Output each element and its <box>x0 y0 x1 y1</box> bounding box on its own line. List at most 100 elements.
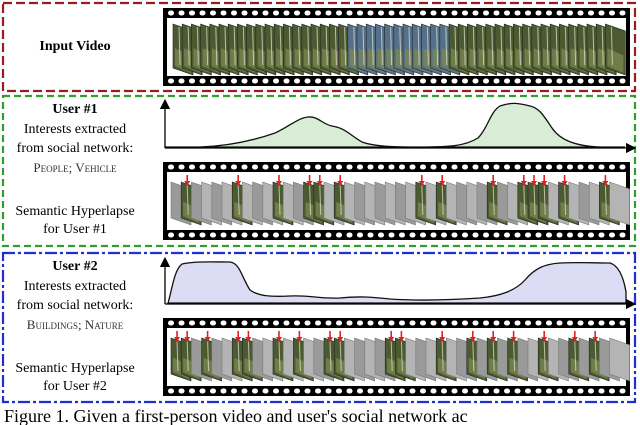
film-hole <box>441 164 447 170</box>
film-hole <box>325 10 332 16</box>
user2-curve-area <box>167 261 627 304</box>
frame-texture <box>186 184 189 216</box>
film-hole <box>262 320 269 326</box>
frame-texture <box>472 340 475 372</box>
film-hole <box>367 10 374 16</box>
film-hole <box>189 320 195 326</box>
film-hole <box>273 388 279 394</box>
frame-texture <box>492 184 495 216</box>
film-hole <box>514 232 521 238</box>
film-hole <box>294 78 300 84</box>
film-hole <box>388 232 395 238</box>
film-hole <box>294 10 300 16</box>
frame-texture <box>574 340 577 372</box>
frame-texture <box>242 26 245 66</box>
frame-texture <box>594 340 597 372</box>
film-hole <box>577 232 584 238</box>
film-hole <box>493 388 500 394</box>
frame-texture <box>509 26 512 66</box>
selection-arrow <box>235 331 242 342</box>
film-hole <box>420 164 426 170</box>
selection-arrow <box>316 175 323 186</box>
film-hole <box>525 10 531 16</box>
film-hole <box>199 232 206 238</box>
frame-texture <box>399 26 402 66</box>
film-hole <box>399 78 405 84</box>
frame-texture <box>604 184 607 216</box>
frame-texture <box>278 340 281 372</box>
frame-texture <box>270 26 273 66</box>
film-hole <box>609 164 615 170</box>
user2-result-line2: for User #2 <box>43 379 107 394</box>
film-hole <box>388 320 395 326</box>
film-hole <box>493 232 500 238</box>
film-hole <box>504 10 510 16</box>
film-hole <box>367 232 374 238</box>
film-hole <box>546 164 552 170</box>
frame-texture <box>441 184 444 216</box>
film-hole <box>273 164 279 170</box>
film-hole <box>241 320 248 326</box>
film-hole <box>273 78 279 84</box>
user1-interests-line2: from social network: <box>17 141 134 156</box>
frame-texture <box>329 340 332 372</box>
film-hole <box>588 320 594 326</box>
film-hole <box>252 164 258 170</box>
selection-arrow <box>398 331 405 342</box>
frame-texture <box>319 184 322 216</box>
frame-texture <box>574 26 577 66</box>
film-hole <box>598 10 605 16</box>
film-hole <box>346 320 353 326</box>
film-hole <box>178 320 185 326</box>
frame-texture <box>278 184 281 216</box>
film-hole <box>483 388 489 394</box>
film-hole <box>241 232 248 238</box>
frame-texture <box>472 26 475 66</box>
film-hole <box>336 320 342 326</box>
film-hole <box>273 10 279 16</box>
film-hole <box>283 320 290 326</box>
film-hole <box>262 232 269 238</box>
film-hole <box>294 388 300 394</box>
film-hole <box>189 78 195 84</box>
film-hole <box>535 388 542 394</box>
film-hole <box>504 388 510 394</box>
film-hole <box>546 10 552 16</box>
film-hole <box>472 78 479 84</box>
film-hole <box>220 78 227 84</box>
frame-texture <box>500 26 503 66</box>
film-hole <box>609 388 615 394</box>
film-hole <box>178 232 185 238</box>
film-hole <box>535 10 542 16</box>
film-hole <box>504 232 510 238</box>
frame-texture <box>178 26 181 66</box>
film-hole <box>231 10 237 16</box>
frame-texture <box>546 26 549 66</box>
frame-texture <box>408 26 411 66</box>
frame-texture <box>463 26 466 66</box>
film-hole <box>451 10 458 16</box>
skipped-frame <box>609 337 630 382</box>
user1-panel <box>1 94 637 248</box>
film-hole <box>609 10 615 16</box>
film-hole <box>588 388 594 394</box>
film-hole <box>294 232 300 238</box>
film-hole <box>493 10 500 16</box>
film-hole <box>609 78 615 84</box>
film-hole <box>609 320 615 326</box>
film-hole <box>378 78 384 84</box>
frame-texture <box>206 26 209 66</box>
film-hole <box>231 320 237 326</box>
frame-texture <box>237 340 240 372</box>
frame-texture <box>482 26 485 66</box>
selection-arrow <box>296 331 303 342</box>
film-hole <box>420 320 426 326</box>
film-hole <box>535 164 542 170</box>
film-hole <box>367 164 374 170</box>
film-hole <box>252 232 258 238</box>
film-hole <box>598 232 605 238</box>
film-hole <box>556 320 563 326</box>
film-hole <box>493 320 500 326</box>
skipped-frame <box>609 181 630 226</box>
frame-texture <box>513 340 516 372</box>
